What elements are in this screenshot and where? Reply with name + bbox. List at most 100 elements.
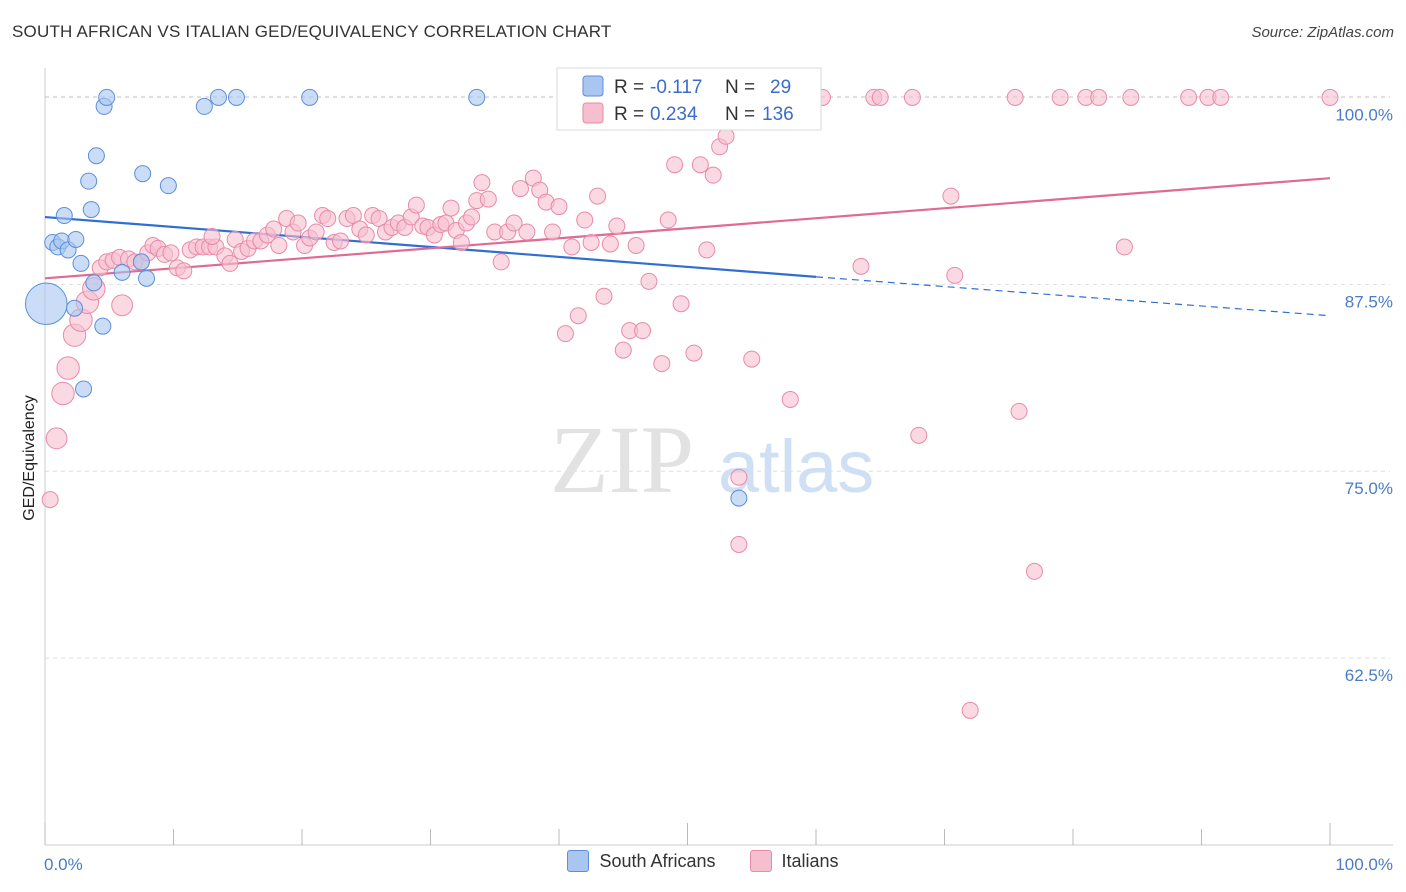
point-italians (942, 187, 960, 205)
tick-labels: 62.5% 75.0% 87.5% 100.0% 0.0% 100.0% (44, 105, 1393, 874)
point-italians (544, 223, 562, 241)
point-italians (319, 210, 337, 228)
y-tick-label: 100.0% (1335, 105, 1393, 124)
legend: R = -0.117 N = 29 R = 0.234 N = 136 (556, 67, 822, 131)
point-south-africans (134, 165, 152, 183)
point-italians (51, 381, 75, 406)
x-tick-label: 0.0% (44, 855, 83, 874)
point-italians (56, 356, 80, 380)
point-italians (910, 426, 928, 444)
trend-line-south-africans (44, 215, 817, 278)
point-south-africans (82, 201, 100, 219)
point-italians (442, 199, 460, 217)
point-italians (698, 241, 716, 259)
trend-line-south-africans-dashed (815, 276, 1331, 317)
point-italians (307, 223, 325, 241)
point-italians (289, 214, 307, 232)
point-italians (595, 287, 613, 305)
point-italians (473, 174, 491, 192)
point-italians (511, 180, 529, 198)
point-italians (627, 236, 645, 254)
point-italians (357, 226, 375, 244)
point-italians (563, 238, 581, 256)
legend-r-value-blue: -0.117 (650, 77, 702, 98)
point-italians (1122, 88, 1140, 106)
point-south-africans (138, 269, 156, 287)
point-italians (111, 294, 133, 317)
point-italians (452, 233, 470, 251)
point-italians (1006, 88, 1024, 106)
point-italians (640, 272, 658, 290)
point-italians (666, 156, 684, 174)
point-south-africans (94, 317, 112, 335)
point-italians (1321, 88, 1339, 106)
bottom-legend-item-pink: Italians (749, 850, 839, 872)
point-italians (1180, 88, 1198, 106)
point-italians (265, 220, 283, 238)
trend-lines (44, 177, 1331, 317)
chart-title: SOUTH AFRICAN VS ITALIAN GED/EQUIVALENCY… (12, 22, 612, 41)
legend-swatch-pink (582, 102, 604, 124)
point-italians (589, 187, 607, 205)
point-south-africans (80, 172, 98, 190)
trend-line-italians (44, 177, 1331, 280)
source-label: Source: ZipAtlas.com (1251, 24, 1394, 41)
point-italians (672, 295, 690, 313)
point-italians (871, 88, 889, 106)
point-south-africans (730, 489, 748, 507)
point-italians (221, 254, 239, 272)
x-tick-label: 100.0% (1335, 855, 1393, 874)
point-south-africans (24, 282, 68, 326)
bottom-legend-item-blue: South Africans (567, 850, 716, 872)
point-italians (614, 341, 632, 359)
point-south-africans (209, 88, 227, 106)
point-italians (781, 390, 799, 408)
point-italians (576, 211, 594, 229)
point-italians (608, 217, 626, 235)
point-italians (569, 307, 587, 325)
point-italians (518, 223, 536, 241)
bottom-legend-label-blue: South Africans (599, 850, 716, 871)
point-italians (1115, 238, 1133, 256)
bottom-legend-label-pink: Italians (781, 850, 839, 871)
legend-swatch-blue (582, 75, 604, 97)
point-south-africans (113, 263, 131, 281)
bottom-legend-swatch-blue (567, 850, 590, 872)
point-italians (852, 257, 870, 275)
point-italians (730, 468, 748, 486)
y-tick-label: 75.0% (1345, 479, 1393, 498)
point-italians (505, 214, 523, 232)
data-points (24, 88, 1339, 719)
point-italians (270, 236, 288, 254)
point-italians (1212, 88, 1230, 106)
point-italians (704, 166, 722, 184)
legend-n-label-blue: N = (725, 77, 755, 98)
legend-n-value-pink: 136 (762, 104, 794, 125)
point-italians (1090, 88, 1108, 106)
point-italians (961, 701, 979, 719)
legend-r-value-pink: 0.234 (650, 104, 698, 125)
point-italians (463, 208, 481, 226)
axes (44, 68, 1393, 846)
point-italians (162, 244, 180, 262)
point-italians (203, 227, 221, 245)
point-italians (634, 322, 652, 340)
point-italians (743, 350, 761, 368)
legend-n-value-blue: 29 (770, 77, 791, 98)
point-south-africans (72, 254, 90, 272)
point-italians (685, 344, 703, 362)
point-south-africans (132, 253, 150, 271)
point-south-africans (195, 97, 213, 115)
point-italians (1025, 562, 1043, 580)
bottom-legend: South Africans Italians (0, 850, 1406, 872)
point-south-africans (159, 177, 177, 195)
point-south-africans (87, 147, 105, 165)
point-italians (332, 232, 350, 250)
point-south-africans (301, 88, 319, 106)
point-italians (1051, 88, 1069, 106)
point-south-africans (55, 207, 73, 225)
point-italians (691, 156, 709, 174)
point-italians (45, 427, 68, 450)
point-south-africans (85, 274, 103, 292)
